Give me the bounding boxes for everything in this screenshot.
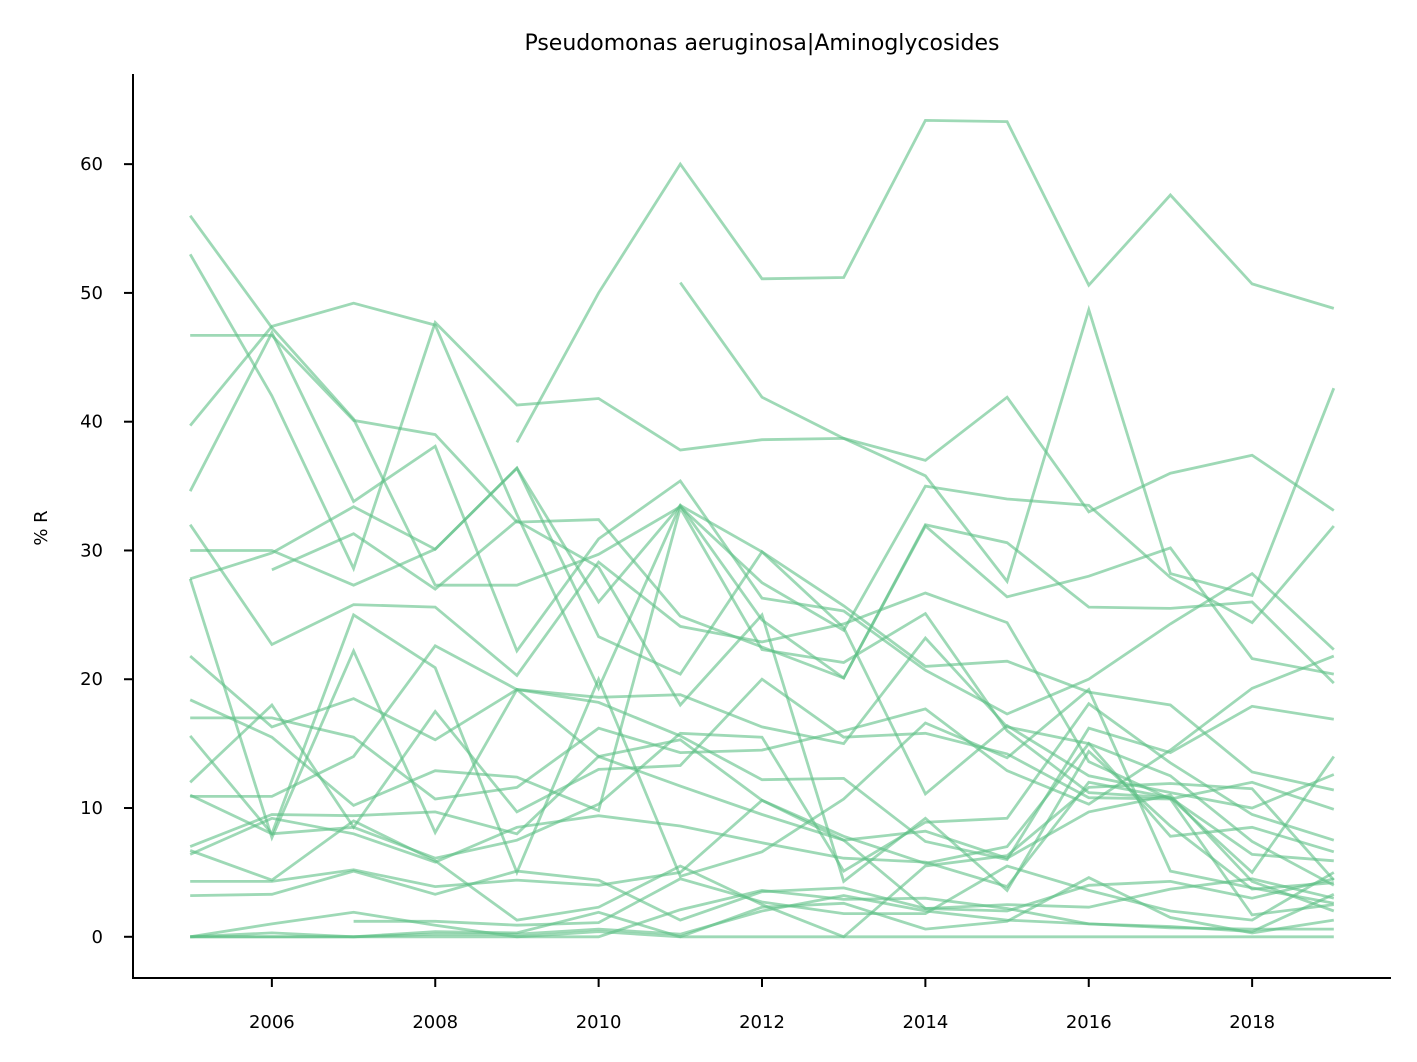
series-line-14 — [189, 504, 1335, 875]
series-line-23 — [190, 798, 1335, 910]
series-line-25 — [353, 864, 1335, 927]
chart-title: Pseudomonas aeruginosa|Aminoglycosides — [524, 31, 999, 56]
x-tick-label: 2006 — [249, 1012, 295, 1033]
series-line-11 — [271, 519, 1334, 893]
x-tick-label: 2016 — [1066, 1012, 1112, 1033]
series-line-20 — [189, 754, 1335, 913]
series-line-16 — [189, 612, 1335, 905]
series-layer — [188, 118, 1336, 939]
series-line-18 — [189, 701, 1335, 874]
x-tick-label: 2010 — [576, 1012, 622, 1033]
series-line-15 — [190, 654, 1335, 806]
x-tick-label: 2008 — [412, 1012, 458, 1033]
y-tick-label: 60 — [80, 154, 103, 175]
series-line-8 — [189, 465, 1335, 681]
series-line-10 — [189, 523, 1335, 811]
y-tick-label: 20 — [80, 669, 103, 690]
x-axis-ticks: 2006 2008 2010 2012 2014 2016 2018 — [249, 978, 1275, 1033]
series-line-1 — [515, 118, 1335, 443]
series-line-22 — [189, 780, 1334, 889]
y-tick-label: 40 — [80, 412, 103, 433]
y-tick-label: 30 — [80, 540, 103, 561]
y-axis-ticks: 0 10 20 30 40 50 60 — [80, 154, 133, 948]
series-line-12 — [188, 578, 1335, 887]
y-tick-label: 0 — [92, 927, 103, 948]
series-line-17 — [189, 677, 1334, 917]
series-line-7 — [188, 329, 1335, 716]
y-tick-label: 50 — [80, 283, 103, 304]
y-tick-label: 10 — [80, 798, 103, 819]
series-line-29 — [190, 894, 1334, 939]
y-axis-label: % R — [31, 510, 52, 545]
series-line-4 — [189, 214, 1335, 633]
series-line-21 — [189, 782, 1335, 939]
x-tick-label: 2014 — [902, 1012, 948, 1033]
series-line-5 — [188, 253, 1336, 598]
series-line-2 — [679, 281, 1335, 514]
x-tick-label: 2012 — [739, 1012, 785, 1033]
x-tick-label: 2018 — [1229, 1012, 1275, 1033]
